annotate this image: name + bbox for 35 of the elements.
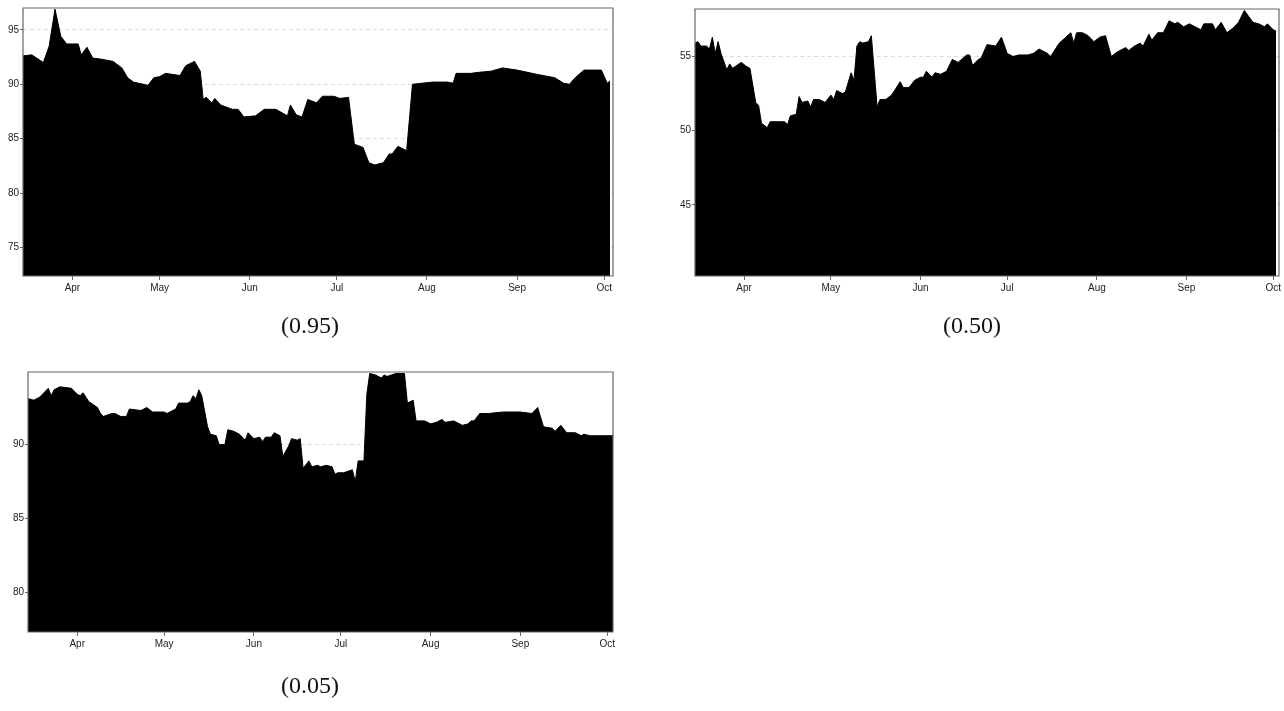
y-tick-label: 75 [7, 241, 20, 253]
y-tick-label: 45 [679, 198, 692, 210]
y-tick-label: 85 [7, 132, 20, 144]
x-tick-label: Aug [421, 637, 440, 649]
x-tick-label: Apr [64, 281, 81, 293]
x-tick-label: Oct [599, 637, 616, 649]
x-tick-label: Sep [511, 637, 530, 649]
y-tick-label: 90 [12, 438, 25, 450]
x-tick-label: May [821, 281, 841, 293]
x-tick-label: Jul [330, 281, 344, 293]
x-tick-label: Sep [1177, 281, 1196, 293]
x-tick-label: May [150, 281, 170, 293]
y-tick-label: 55 [679, 50, 692, 62]
y-tick-label: 90 [7, 78, 20, 90]
x-tick-label: Jun [245, 637, 262, 649]
y-tick-label: 80 [12, 586, 25, 598]
x-tick-label: Aug [418, 281, 436, 293]
y-tick-label: 80 [7, 186, 20, 198]
x-tick-label: Oct [596, 281, 613, 293]
y-tick-label: 85 [12, 512, 25, 524]
x-tick-label: Apr [69, 637, 86, 649]
x-tick-label: Jul [1000, 281, 1014, 293]
x-tick-label: Jun [241, 281, 258, 293]
y-tick-label: 95 [7, 23, 20, 35]
x-tick-label: Jul [334, 637, 348, 649]
text: (0.50) [942, 312, 1002, 339]
x-tick-label: Jun [912, 281, 929, 293]
x-tick-label: Oct [1265, 281, 1282, 293]
text: (0.05) [280, 672, 340, 699]
x-tick-label: May [154, 637, 174, 649]
x-tick-label: Sep [508, 281, 527, 293]
y-tick-label: 50 [679, 124, 692, 136]
x-tick-label: Apr [736, 281, 753, 293]
text: (0.95) [280, 312, 340, 339]
x-tick-label: Aug [1087, 281, 1106, 293]
